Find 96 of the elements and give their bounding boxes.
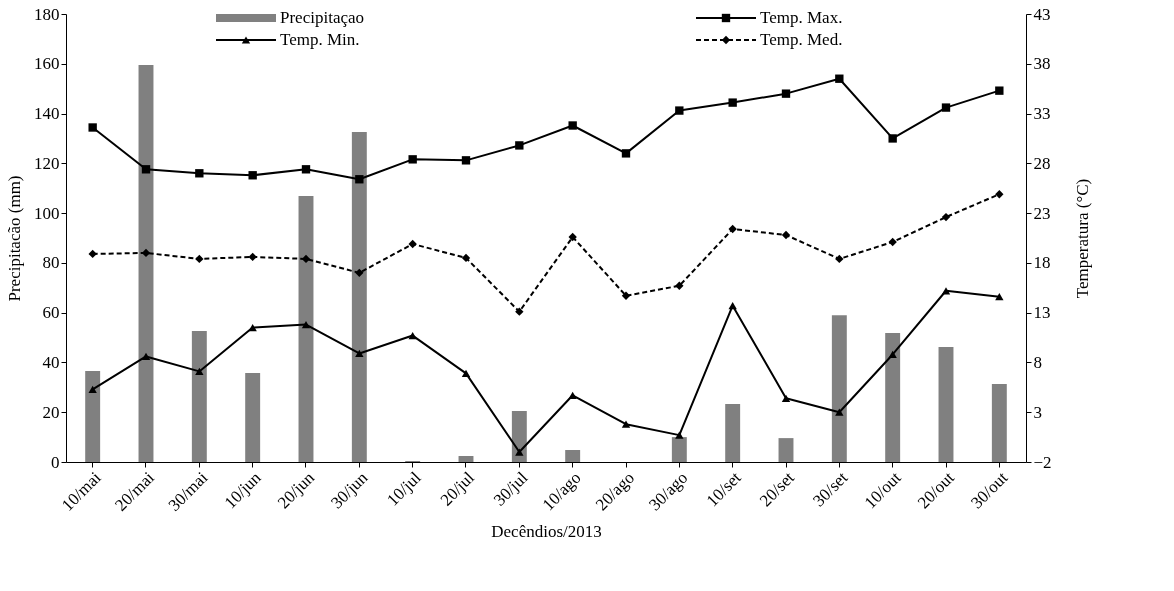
point [301,320,311,329]
point [408,331,417,340]
point [621,291,631,300]
point [888,134,897,143]
y2-tick-label: −2 [1033,452,1052,472]
point [675,106,684,115]
point [781,89,791,98]
legend-label: Temp. Min. [280,30,360,49]
y2-axis-title: Temperatura (°C) [1072,178,1092,299]
y2-tick-label: 33 [1033,104,1051,124]
bar [458,456,474,462]
point [88,123,97,132]
point [995,293,1004,301]
point [141,165,151,174]
y2-tick-label: 23 [1033,203,1051,223]
point [248,171,257,180]
bar [831,315,847,462]
point [408,155,417,164]
point [568,232,577,242]
y2-tick-label: 38 [1033,54,1051,74]
y2-tick-label: 3 [1033,402,1042,422]
point [248,252,257,262]
point [355,268,364,278]
point [941,212,951,222]
point [995,190,1004,199]
y-tick-label: 160 [34,54,60,74]
bar [885,333,901,462]
y2-tick-label: 8 [1033,352,1042,372]
point [995,86,1004,95]
bar [351,131,367,462]
point [621,149,631,158]
y-tick-label: 120 [34,153,60,173]
point [88,249,97,259]
y2-tick-label: 13 [1033,303,1051,323]
bar [85,370,101,462]
bar [138,65,154,462]
bar [565,450,581,462]
point [195,367,204,376]
point [675,431,684,439]
bar [938,347,954,462]
bar [191,331,207,462]
point [461,156,471,165]
point [728,302,737,310]
point [568,121,577,130]
legend-label: Temp. Med. [760,30,843,49]
point [408,239,417,249]
y2-tick-label: 43 [1033,4,1051,24]
bar [671,437,687,462]
point [941,287,951,295]
bar [725,404,741,462]
bar [298,195,314,462]
y-axis-title: Precipitacão (mm) [5,175,24,302]
bar [245,372,261,462]
y-tick-label: 20 [42,402,60,422]
y-tick-label: 180 [34,4,60,24]
y-tick-label: 40 [42,352,60,372]
x-axis-title: Decêndios/2013 [491,522,602,542]
point [728,98,737,107]
point [141,352,151,361]
point [515,307,524,316]
point [301,254,311,264]
legend-label: Temp. Max. [760,8,843,27]
point [515,448,524,456]
y-tick-label: 80 [42,253,60,273]
point [515,141,524,150]
point [195,254,204,264]
point [835,254,844,264]
point [461,253,471,263]
y2-tick-label: 18 [1033,253,1051,273]
point [568,391,577,399]
y-tick-label: 100 [34,203,60,223]
point [461,369,471,378]
point [248,323,257,332]
y-tick-label: 60 [42,303,60,323]
point [675,281,684,290]
point [195,169,204,178]
point [355,349,364,358]
y-tick-label: 140 [34,104,60,124]
y2-tick-label: 28 [1033,153,1051,173]
point [88,385,97,393]
point [888,237,897,247]
point [835,408,844,416]
bar [511,410,527,462]
point [835,74,844,83]
point [781,394,791,402]
point [301,165,311,174]
point [941,103,951,112]
point [728,224,737,234]
bar [778,438,794,462]
point [781,230,791,240]
point [888,350,897,359]
legend-label: Precipitaçao [280,8,365,27]
point [621,420,631,428]
point [355,175,364,184]
bar [991,384,1007,462]
y-tick-label: 0 [51,452,60,472]
